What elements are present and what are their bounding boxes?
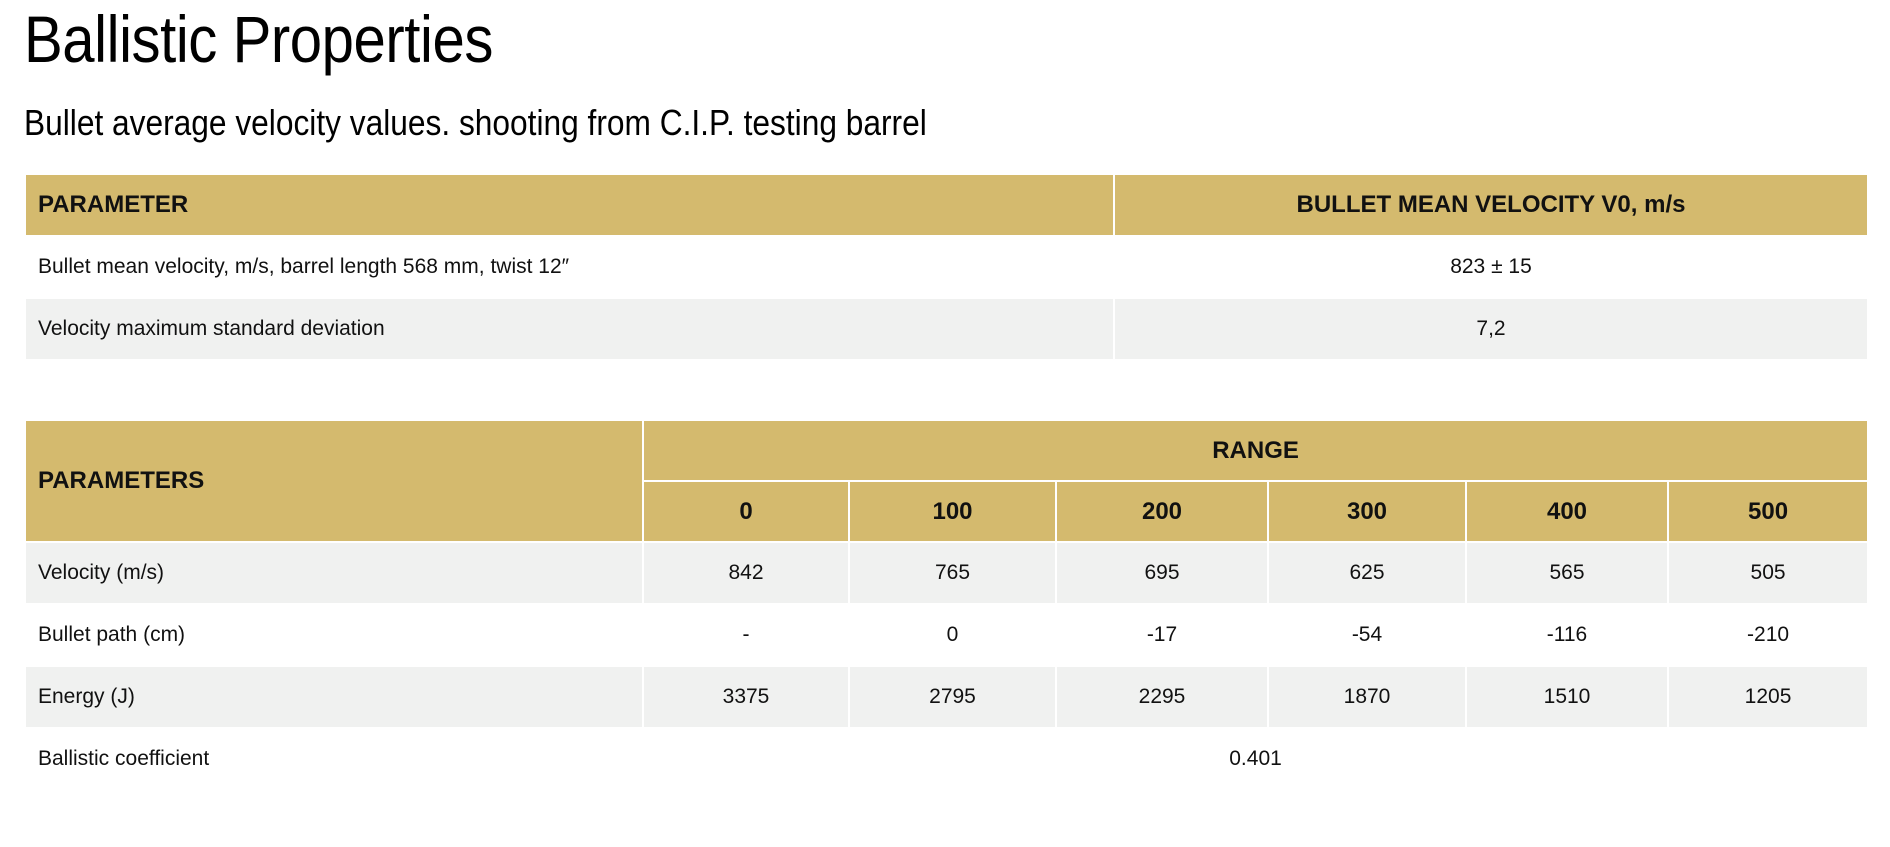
range-distance-header: 200	[1055, 480, 1269, 543]
table-cell: 0	[848, 603, 1057, 667]
table-cell: 1205	[1666, 665, 1870, 729]
row-label: Energy (J)	[24, 665, 644, 729]
table-row: Velocity maximum standard deviation 7,2	[24, 297, 1869, 361]
table-cell: -54	[1267, 603, 1467, 667]
table-cell: -	[642, 603, 850, 667]
row-label: Velocity (m/s)	[24, 541, 644, 605]
table-cell: 2795	[848, 665, 1057, 729]
velocity-table: PARAMETER BULLET MEAN VELOCITY V0, m/s B…	[24, 173, 1869, 361]
table-row: Bullet path (cm) - 0 -17 -54 -116 -210	[24, 603, 1870, 667]
range-distance-header: 0	[642, 480, 850, 543]
table-row: Velocity (m/s) 842 765 695 625 565 505	[24, 541, 1870, 605]
table-row: Energy (J) 3375 2795 2295 1870 1510 1205	[24, 665, 1870, 729]
table-cell: 842	[642, 541, 850, 605]
table-row: Bullet mean velocity, m/s, barrel length…	[24, 235, 1869, 299]
range-distance-header: 100	[848, 480, 1057, 543]
range-table: PARAMETERS RANGE 0 100 200 300 400 500 V…	[24, 419, 1870, 791]
row-value: 823 ± 15	[1113, 235, 1869, 299]
range-table-header-row: PARAMETERS RANGE	[24, 419, 1870, 543]
row-label: Ballistic coefficient	[24, 727, 644, 791]
range-distance-header: 400	[1465, 480, 1669, 543]
range-header: RANGE	[641, 419, 1870, 482]
mean-velocity-header: BULLET MEAN VELOCITY V0, m/s	[1113, 173, 1869, 237]
table-cell: 3375	[642, 665, 850, 729]
row-value: 7,2	[1113, 297, 1869, 361]
range-distance-row: 0 100 200 300 400 500	[25, 480, 1870, 543]
row-label: Velocity maximum standard deviation	[24, 297, 1115, 361]
page-title: Ballistic Properties	[24, 2, 493, 76]
parameters-header: PARAMETERS	[24, 419, 644, 543]
table-cell: 765	[848, 541, 1057, 605]
table-cell: 565	[1465, 541, 1669, 605]
row-label: Bullet mean velocity, m/s, barrel length…	[24, 235, 1115, 299]
table-cell: -210	[1666, 603, 1870, 667]
coefficient-value: 0.401	[641, 727, 1870, 791]
page-subtitle: Bullet average velocity values. shooting…	[24, 102, 927, 143]
parameter-header: PARAMETER	[24, 173, 1115, 237]
table-row: Ballistic coefficient 0.401	[24, 727, 1870, 791]
table-cell: 505	[1666, 541, 1870, 605]
table-cell: -116	[1465, 603, 1669, 667]
row-label: Bullet path (cm)	[24, 603, 644, 667]
table-cell: 1870	[1267, 665, 1467, 729]
range-distance-header: 300	[1267, 480, 1467, 543]
table-cell: 625	[1267, 541, 1467, 605]
table-cell: 1510	[1465, 665, 1669, 729]
range-distance-header: 500	[1666, 480, 1870, 543]
table-cell: -17	[1055, 603, 1269, 667]
table-cell: 2295	[1055, 665, 1269, 729]
table-cell: 695	[1055, 541, 1269, 605]
velocity-table-header-row: PARAMETER BULLET MEAN VELOCITY V0, m/s	[24, 173, 1869, 237]
